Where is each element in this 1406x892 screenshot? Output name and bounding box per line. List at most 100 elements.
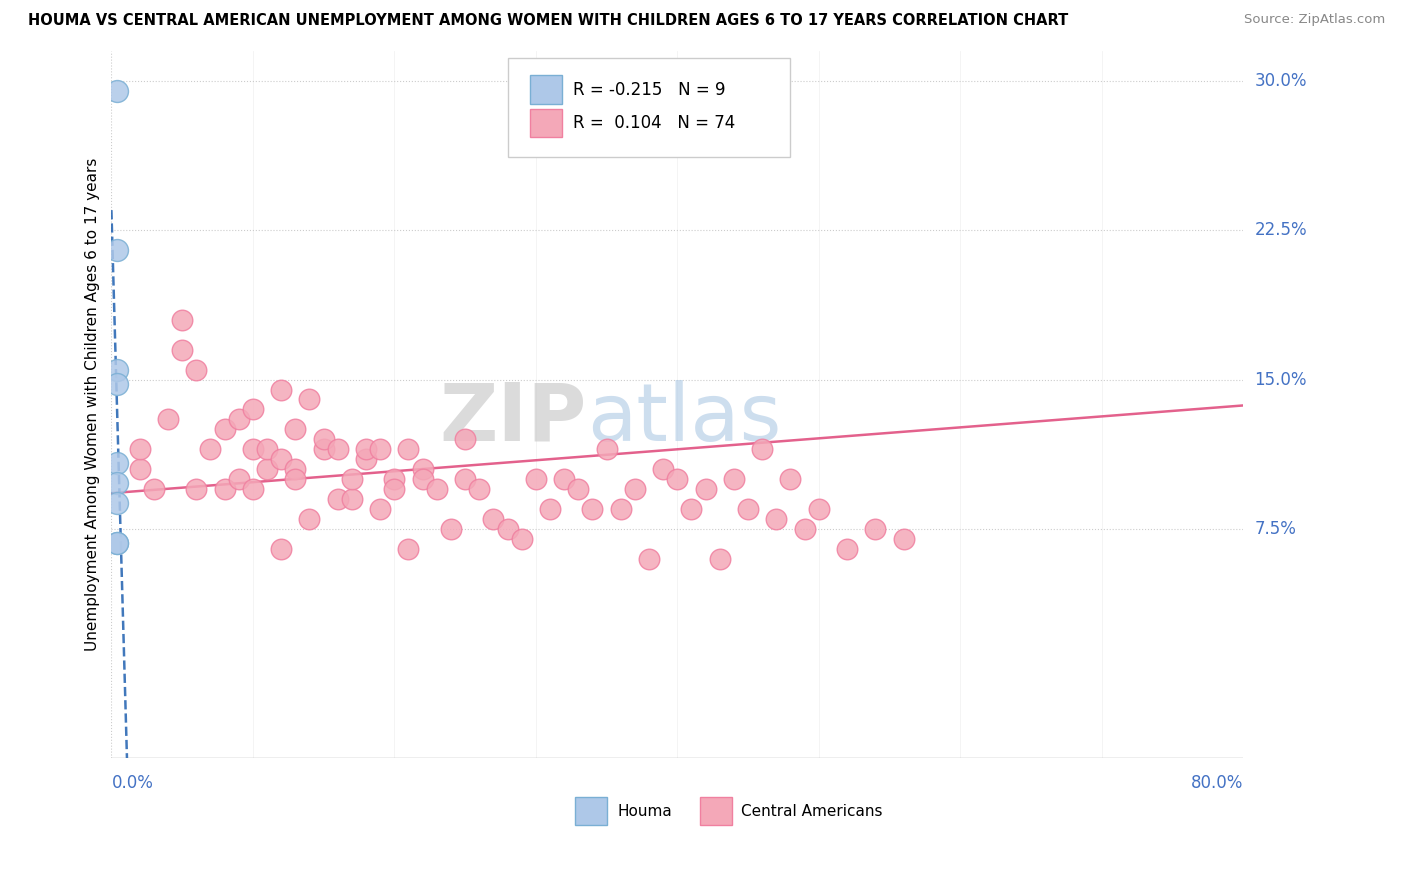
Point [105, 362, 128, 376]
Point [284, 472, 307, 486]
Point [354, 442, 377, 457]
Point [510, 532, 533, 546]
Text: Central Americans: Central Americans [741, 804, 882, 819]
Point [156, 412, 179, 426]
Point [172, 312, 194, 326]
Point [737, 502, 759, 516]
Text: 15.0%: 15.0% [1254, 370, 1308, 389]
Point [567, 482, 589, 496]
Text: R =  0.104   N = 74: R = 0.104 N = 74 [574, 114, 735, 132]
Point [440, 522, 463, 536]
Point [340, 472, 363, 486]
Point [368, 442, 391, 457]
Text: atlas: atlas [586, 380, 782, 458]
Point [398, 442, 420, 457]
Text: Houma: Houma [617, 804, 672, 819]
Point [172, 343, 194, 357]
Point [242, 442, 264, 457]
Point [893, 532, 915, 546]
Point [666, 472, 689, 486]
Point [228, 412, 250, 426]
Point [214, 422, 236, 436]
Point [553, 472, 575, 486]
Point [454, 433, 477, 447]
Point [128, 442, 150, 457]
Point [312, 433, 335, 447]
Text: 30.0%: 30.0% [1254, 71, 1308, 89]
Point [326, 492, 349, 507]
Text: R = -0.215   N = 9: R = -0.215 N = 9 [574, 80, 725, 99]
Point [340, 492, 363, 507]
Text: HOUMA VS CENTRAL AMERICAN UNEMPLOYMENT AMONG WOMEN WITH CHILDREN AGES 6 TO 17 YE: HOUMA VS CENTRAL AMERICAN UNEMPLOYMENT A… [28, 13, 1069, 29]
Point [228, 472, 250, 486]
Point [609, 502, 631, 516]
Point [214, 482, 236, 496]
Point [105, 376, 128, 391]
Point [695, 482, 717, 496]
Point [128, 462, 150, 476]
Point [681, 502, 703, 516]
Text: 0.0%: 0.0% [111, 774, 153, 792]
Text: 80.0%: 80.0% [1191, 774, 1243, 792]
Point [326, 442, 349, 457]
Point [468, 482, 491, 496]
Point [524, 472, 547, 486]
Point [624, 482, 647, 496]
Point [242, 482, 264, 496]
Text: 7.5%: 7.5% [1254, 520, 1296, 538]
Point [496, 522, 519, 536]
Point [412, 472, 434, 486]
Bar [575, 797, 607, 825]
Point [298, 512, 321, 526]
Point [779, 472, 801, 486]
Text: Source: ZipAtlas.com: Source: ZipAtlas.com [1244, 13, 1385, 27]
Point [426, 482, 449, 496]
Point [595, 442, 617, 457]
Point [765, 512, 787, 526]
Point [186, 482, 208, 496]
Point [105, 536, 128, 550]
Point [312, 442, 335, 457]
Point [865, 522, 887, 536]
FancyBboxPatch shape [508, 58, 790, 157]
Point [835, 541, 858, 556]
Point [284, 422, 307, 436]
Point [142, 482, 165, 496]
Point [412, 462, 434, 476]
Point [186, 362, 208, 376]
Point [652, 462, 675, 476]
Bar [530, 76, 562, 103]
Point [242, 402, 264, 417]
Point [105, 84, 128, 98]
Point [382, 482, 405, 496]
Point [454, 472, 477, 486]
Point [398, 541, 420, 556]
Bar [530, 109, 562, 137]
Point [200, 442, 222, 457]
Point [270, 541, 292, 556]
Point [538, 502, 561, 516]
Point [354, 452, 377, 467]
Point [581, 502, 603, 516]
Text: 22.5%: 22.5% [1254, 221, 1308, 239]
Point [709, 552, 731, 566]
Point [270, 383, 292, 397]
Point [105, 496, 128, 510]
Point [105, 243, 128, 257]
Point [368, 502, 391, 516]
Point [105, 536, 128, 550]
Y-axis label: Unemployment Among Women with Children Ages 6 to 17 years: Unemployment Among Women with Children A… [86, 158, 100, 651]
Point [270, 452, 292, 467]
Point [482, 512, 505, 526]
Text: ZIP: ZIP [440, 380, 586, 458]
Point [807, 502, 830, 516]
Point [105, 456, 128, 470]
Point [105, 476, 128, 491]
Point [382, 472, 405, 486]
Point [638, 552, 661, 566]
Point [723, 472, 745, 486]
Point [298, 392, 321, 407]
Point [284, 462, 307, 476]
Point [256, 442, 278, 457]
Point [793, 522, 815, 536]
